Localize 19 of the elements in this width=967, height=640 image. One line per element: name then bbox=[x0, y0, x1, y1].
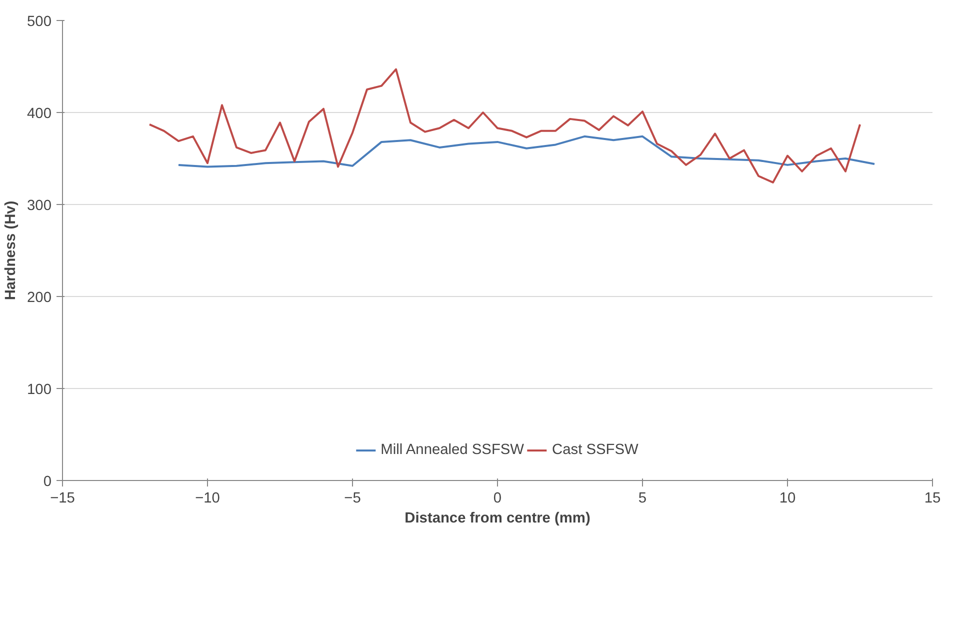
y-tick-label: 200 bbox=[27, 290, 52, 306]
x-tick-label: 10 bbox=[779, 490, 796, 506]
x-tick-label: 15 bbox=[924, 490, 941, 506]
y-tick-label: 300 bbox=[27, 198, 52, 214]
legend-label: Mill Annealed SSFSW bbox=[380, 442, 524, 458]
y-tick-label: 500 bbox=[27, 14, 52, 30]
x-tick-label: −10 bbox=[195, 490, 220, 506]
y-tick-label: 100 bbox=[27, 382, 52, 398]
x-tick-label: 0 bbox=[493, 490, 502, 506]
y-tick-label: 400 bbox=[27, 106, 52, 122]
y-tick-label: 0 bbox=[43, 474, 52, 490]
x-axis-title: Distance from centre (mm) bbox=[404, 510, 590, 526]
y-axis-title: Hardness (Hv) bbox=[3, 200, 20, 300]
x-tick-label: −15 bbox=[50, 490, 75, 506]
line-series bbox=[148, 68, 861, 184]
x-tick-label: 5 bbox=[638, 490, 647, 506]
line-series bbox=[178, 135, 876, 168]
x-tick-label: −5 bbox=[344, 490, 361, 506]
legend-label: Cast SSFSW bbox=[552, 442, 638, 458]
